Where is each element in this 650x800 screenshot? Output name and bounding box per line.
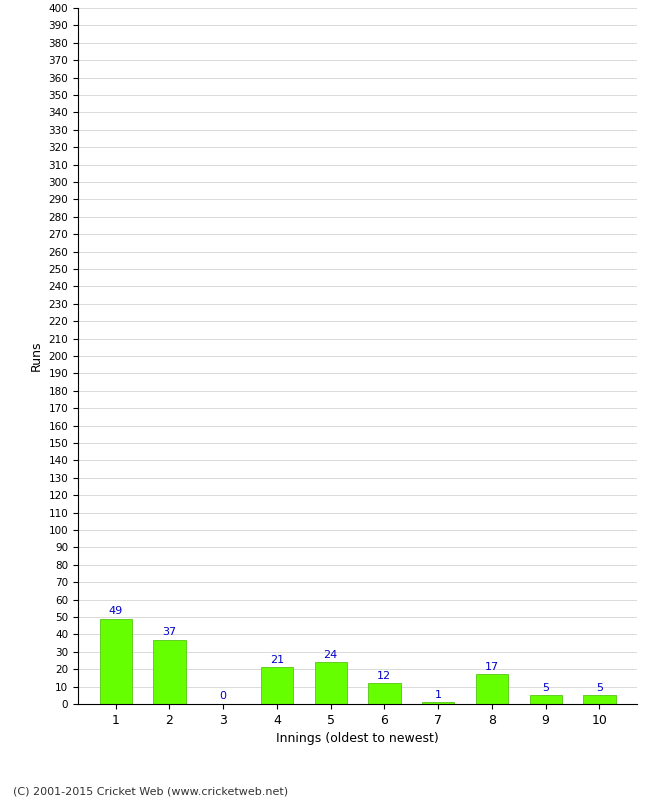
Text: 5: 5 <box>542 682 549 693</box>
Bar <box>583 695 616 704</box>
Text: 0: 0 <box>220 691 227 702</box>
Text: 12: 12 <box>377 670 391 681</box>
Text: 5: 5 <box>596 682 603 693</box>
Bar <box>422 702 454 704</box>
Bar <box>530 695 562 704</box>
Text: 21: 21 <box>270 655 284 665</box>
Text: 1: 1 <box>435 690 441 700</box>
Text: 24: 24 <box>324 650 338 660</box>
Text: 37: 37 <box>162 627 176 637</box>
Text: 17: 17 <box>485 662 499 672</box>
Bar <box>153 640 185 704</box>
Bar <box>261 667 293 704</box>
Bar <box>99 618 132 704</box>
Bar <box>369 683 400 704</box>
Bar <box>315 662 346 704</box>
Y-axis label: Runs: Runs <box>30 341 43 371</box>
Bar <box>476 674 508 704</box>
Text: 49: 49 <box>109 606 123 616</box>
X-axis label: Innings (oldest to newest): Innings (oldest to newest) <box>276 732 439 746</box>
Text: (C) 2001-2015 Cricket Web (www.cricketweb.net): (C) 2001-2015 Cricket Web (www.cricketwe… <box>13 786 288 796</box>
